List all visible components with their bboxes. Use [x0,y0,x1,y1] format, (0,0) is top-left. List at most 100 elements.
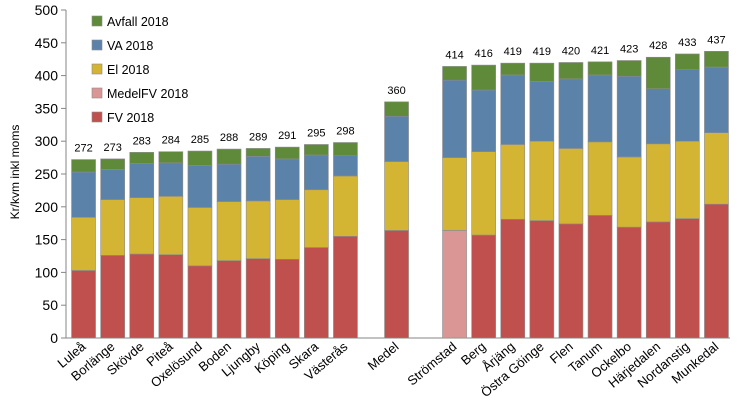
y-tick-label: 350 [35,100,59,116]
bar-segment-el-2018-boden [216,201,242,261]
bar-segment-el-2018-munkedal [704,132,729,205]
legend-swatch [91,63,103,75]
bar-segment-avfall-2018-skövde [129,152,155,164]
y-tick-label: 200 [35,199,59,215]
y-tick-label: 100 [35,264,59,280]
bar-segment-fv-2018-köping [274,258,300,339]
y-tick-label: 300 [35,133,59,149]
data-label-total: 428 [649,40,667,52]
bar-segment-avfall-2018-tanum [587,61,613,76]
bar-segment-el-2018-luleå [71,216,96,271]
data-label-total: 288 [220,132,238,144]
bar-segment-va-2018-ockelbo [616,75,642,158]
bar-segment-va-2018-flen [558,78,584,149]
y-tick-label: 150 [35,232,59,248]
data-label-total: 273 [103,142,121,154]
bar-segment-fv-2018-västerås [333,236,358,339]
legend-swatch [91,15,103,27]
data-label-total: 295 [307,127,325,139]
bar-segment-el-2018-nordanstig [675,140,700,219]
bar-segment-el-2018-tanum [587,141,613,216]
category-labels: LuleåBorlängeSkövdePiteåOxelösundBodenLj… [54,338,721,400]
bar-segment-avfall-2018-västerås [333,142,358,156]
legend: Avfall 2018 VA 2018 El 2018 MedelFV 2018 FV … [91,15,188,125]
data-label-total: 414 [445,49,463,61]
bar-segment-el-2018-ljungby [245,200,271,259]
bar-segment-avfall-2018-piteå [158,151,184,164]
bar-segment-avfall-2018-årjäng [500,62,526,76]
bar-segment-avfall-2018-medel [384,101,409,117]
bar-segment-fv-2018-boden [216,260,242,339]
legend-entry: FV 2018 [107,111,154,125]
data-label-total: 284 [162,135,180,147]
bar-segment-el-2018-östra-göinge [529,140,555,221]
data-label-total: 419 [533,46,551,58]
bar-segment-fv-2018-tanum [587,215,613,339]
bar-segment-fv-2018-ockelbo [616,226,642,339]
bar-segment-fv-2018-berg [471,234,496,339]
bar-segment-fv-2018-skövde [129,253,155,339]
data-label-total: 360 [387,85,405,97]
bar-segment-fv-2018-flen [558,223,584,339]
y-tick-label: 500 [35,2,59,18]
legend-entry: MedelFV 2018 [107,87,188,101]
bar-segment-va-2018-strömstad [442,79,467,158]
bar-segment-avfall-2018-oxelösund [187,150,213,166]
bar-segment-avfall-2018-östra-göinge [529,62,555,82]
bar-segment-va-2018-skara [304,154,329,191]
bar-segment-el-2018-medel [384,161,409,231]
y-tick-label: 400 [35,68,59,84]
bar-segment-el-2018-köping [274,199,300,260]
data-label-total: 437 [707,34,725,46]
bar-segment-va-2018-luleå [71,171,96,218]
axes: 0 50 100 150 200 250 300 350 400 450 500 [35,2,730,346]
data-label-total: 433 [678,37,696,49]
bar-segment-va-2018-boden [216,163,242,202]
bar-segment-fv-2018-ljungby [245,258,271,339]
bar-segment-el-2018-ockelbo [616,156,642,228]
bar-segment-va-2018-medel [384,115,409,162]
data-label-total: 420 [562,45,580,57]
bar-segment-va-2018-härjedalen [645,88,671,145]
legend-swatch [91,111,103,123]
bar-segment-el-2018-borlänge [100,199,125,256]
bar-segment-el-2018-skara [304,189,329,248]
bar-segment-avfall-2018-härjedalen [645,56,671,90]
bars [71,51,729,339]
data-label-total: 421 [591,45,609,57]
legend-entry: El 2018 [107,63,149,77]
bar-segment-fv-2018-östra-göinge [529,220,555,339]
y-tick-label: 250 [35,166,59,182]
data-label-total: 285 [191,134,209,146]
bar-segment-avfall-2018-strömstad [442,66,467,81]
bar-segment-el-2018-berg [471,151,496,236]
legend-entry: VA 2018 [107,39,153,53]
category-label: Strömstad [404,339,459,389]
bar-segment-avfall-2018-borlänge [100,158,125,170]
bar-segment-fv-2018-årjäng [500,218,526,339]
bar-segment-va-2018-piteå [158,162,184,197]
y-tick-label: 450 [35,35,59,51]
bar-segment-fv-2018-oxelösund [187,265,213,339]
bar-segment-avfall-2018-köping [274,146,300,160]
bar-segment-medelfv-2018-strömstad [442,230,467,339]
bar-segment-avfall-2018-ockelbo [616,60,642,77]
bar-segment-va-2018-östra-göinge [529,81,555,142]
category-label: Medel [365,339,402,373]
bar-segment-avfall-2018-munkedal [704,51,729,68]
bar-segment-va-2018-munkedal [704,66,729,133]
bar-segment-el-2018-årjäng [500,144,526,220]
bar-segment-va-2018-nordanstig [675,69,700,142]
bar-segment-el-2018-skövde [129,197,155,255]
bar-segment-avfall-2018-berg [471,64,496,91]
data-label-total: 272 [74,143,92,155]
bar-segment-avfall-2018-luleå [71,159,96,173]
bar-segment-avfall-2018-boden [216,148,242,165]
data-label-total: 416 [474,48,492,60]
bar-segment-fv-2018-borlänge [100,255,125,339]
bar-segment-va-2018-borlänge [100,169,125,200]
bar-segment-fv-2018-luleå [71,270,96,339]
bar-segment-va-2018-skövde [129,163,155,198]
y-tick-label: 0 [50,330,58,346]
